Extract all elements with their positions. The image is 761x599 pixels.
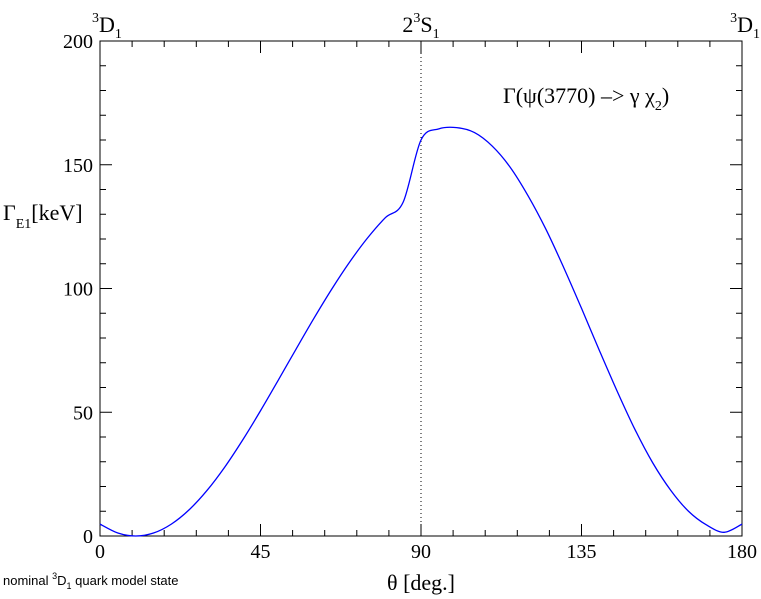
x-tick-label: 45 [251,541,271,563]
y-tick-label: 200 [63,31,93,53]
top-state-label: 23S1 [402,11,439,42]
y-tick-label: 0 [83,526,93,548]
y-tick-label: 50 [73,402,93,424]
y-tick-label: 150 [63,155,93,177]
y-axis-label: ΓE1[keV] [3,200,83,232]
y-tick-label: 100 [63,279,93,301]
top-state-label: 3D1 [92,11,122,42]
x-tick-label: 0 [95,541,105,563]
series-line [99,126,743,537]
top-state-label: 3D1 [730,11,760,42]
footnote: nominal 3D1 quark model state [3,571,179,591]
x-tick-label: 180 [727,541,757,563]
x-tick-labels: 0 45 90 135 180 [95,541,757,563]
y-tick-labels: 0 50 100 150 200 [63,31,93,548]
x-axis-label: θ [deg.] [387,570,455,595]
x-tick-label: 135 [567,541,597,563]
top-labels: 3D1 23S1 3D1 [92,11,760,42]
axis-ticks [99,40,743,537]
x-tick-label: 90 [411,541,431,563]
decay-annotation: Γ(ψ(3770) –> γ χ2) [503,83,669,114]
